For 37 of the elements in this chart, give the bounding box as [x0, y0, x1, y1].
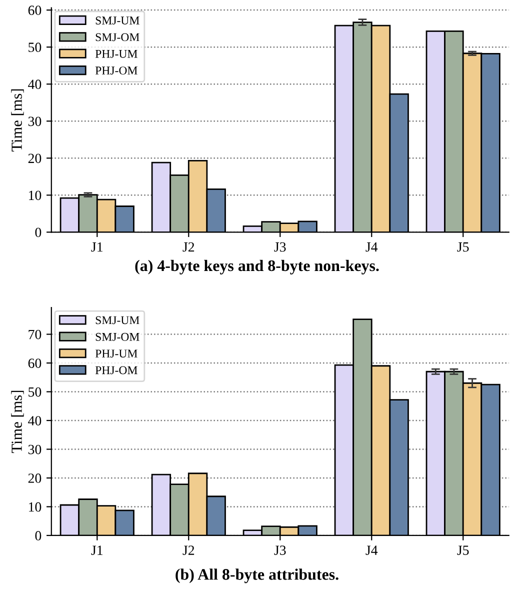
y-tick-label: 70 [28, 330, 42, 340]
legend-label: PHJ-UM [95, 350, 138, 358]
y-tick-label: 50 [28, 387, 42, 397]
x-tick-label: J3 [274, 242, 286, 252]
y-tick-label: 20 [28, 154, 42, 164]
legend-label: PHJ-OM [95, 66, 138, 75]
x-tick-label: J4 [366, 546, 378, 555]
x-tick-label: J5 [457, 242, 469, 252]
y-tick-label: 20 [28, 474, 42, 483]
y-axis-title: Time [ms] [11, 89, 24, 152]
x-tick-label: J5 [457, 546, 469, 555]
y-axis-title: Time [ms] [11, 390, 24, 453]
legend-label: SMJ-OM [96, 33, 140, 42]
legend-label: SMJ-UM [96, 16, 140, 24]
y-tick-label: 40 [28, 416, 42, 426]
legend-label: SMJ-UM [96, 316, 140, 324]
x-tick-label: J4 [366, 242, 378, 252]
y-tick-label: 50 [28, 42, 42, 52]
x-tick-label: J2 [182, 546, 194, 555]
y-tick-label: 40 [28, 80, 42, 90]
x-tick-label: J1 [91, 546, 102, 555]
y-tick-label: 30 [28, 444, 42, 454]
legend-label: PHJ-OM [95, 366, 138, 374]
y-tick-label: 60 [28, 358, 42, 368]
y-tick-label: 10 [29, 502, 42, 512]
y-tick-label: 30 [28, 116, 42, 126]
text: (b) All 8-byte attributes. [176, 568, 338, 584]
legend-label: PHJ-UM [95, 50, 138, 58]
y-tick-label: 0 [35, 531, 42, 540]
text: (a) 4-byte keys and 8-byte non-keys. [135, 260, 379, 274]
y-tick-label: 0 [35, 228, 42, 238]
y-tick-label: 60 [28, 6, 42, 16]
x-tick-label: J2 [182, 242, 194, 252]
x-tick-label: J1 [91, 242, 102, 252]
legend-label: SMJ-OM [96, 332, 140, 341]
y-tick-label: 10 [29, 190, 42, 200]
x-tick-label: J3 [274, 546, 286, 555]
